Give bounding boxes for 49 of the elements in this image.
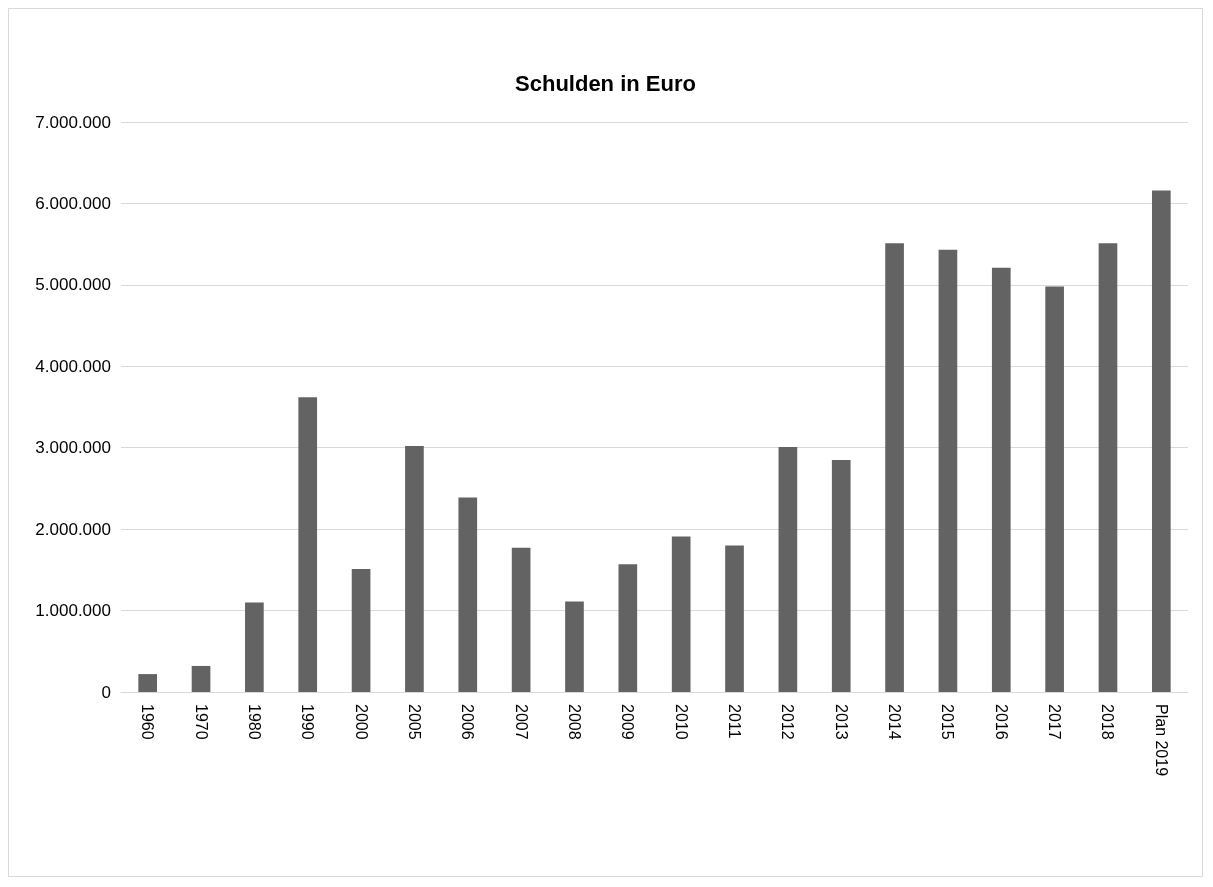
y-tick-label: 7.000.000 <box>35 112 111 132</box>
bar <box>138 674 158 692</box>
bar <box>298 397 318 692</box>
y-tick-label: 0 <box>101 682 111 702</box>
bar <box>565 601 584 692</box>
x-tick-label: 2009 <box>619 704 637 740</box>
x-tick-label: 2005 <box>405 704 423 740</box>
bar <box>885 243 904 692</box>
bar <box>458 497 478 692</box>
y-tick-label: 6.000.000 <box>35 193 111 213</box>
x-tick-label: 1980 <box>245 704 263 740</box>
bar <box>191 665 211 692</box>
bar <box>351 569 371 692</box>
x-tick-label: 2016 <box>992 704 1010 740</box>
y-tick-label: 2.000.000 <box>35 519 111 539</box>
x-tick-label: 2008 <box>565 704 583 740</box>
x-tick-label: 2011 <box>726 704 744 739</box>
bar <box>405 446 424 692</box>
y-tick-label: 3.000.000 <box>35 438 111 458</box>
chart-title: Schulden in Euro <box>515 70 696 96</box>
bar <box>511 547 531 692</box>
y-tick-label: 4.000.000 <box>35 356 111 376</box>
bar <box>671 536 691 692</box>
bar <box>831 459 851 692</box>
bar <box>991 267 1011 692</box>
bar <box>1098 243 1118 692</box>
bar <box>618 564 638 692</box>
x-tick-label: 1960 <box>139 704 157 740</box>
x-tick-label: 2000 <box>352 704 370 740</box>
x-tick-label: 2007 <box>512 704 530 740</box>
x-tick-label: 1990 <box>299 704 317 740</box>
bar <box>725 545 744 692</box>
x-tick-label: Plan 2019 <box>1152 704 1170 777</box>
y-tick-label: 1.000.000 <box>35 601 111 621</box>
x-tick-label: 1970 <box>192 704 210 740</box>
x-tick-label: 2012 <box>779 704 797 740</box>
bar <box>1151 190 1171 692</box>
bar <box>938 249 958 692</box>
x-tick-label: 2014 <box>886 704 904 740</box>
y-tick-label: 5.000.000 <box>35 275 111 295</box>
x-tick-label: 2010 <box>672 704 690 740</box>
bar <box>1045 286 1064 692</box>
x-tick-label: 2006 <box>459 704 477 740</box>
x-tick-label: 2015 <box>939 704 957 740</box>
bar <box>778 446 798 692</box>
bar <box>245 602 264 692</box>
x-tick-label: 2018 <box>1099 704 1117 740</box>
x-tick-label: 2017 <box>1046 704 1064 740</box>
x-tick-label: 2013 <box>832 704 850 740</box>
